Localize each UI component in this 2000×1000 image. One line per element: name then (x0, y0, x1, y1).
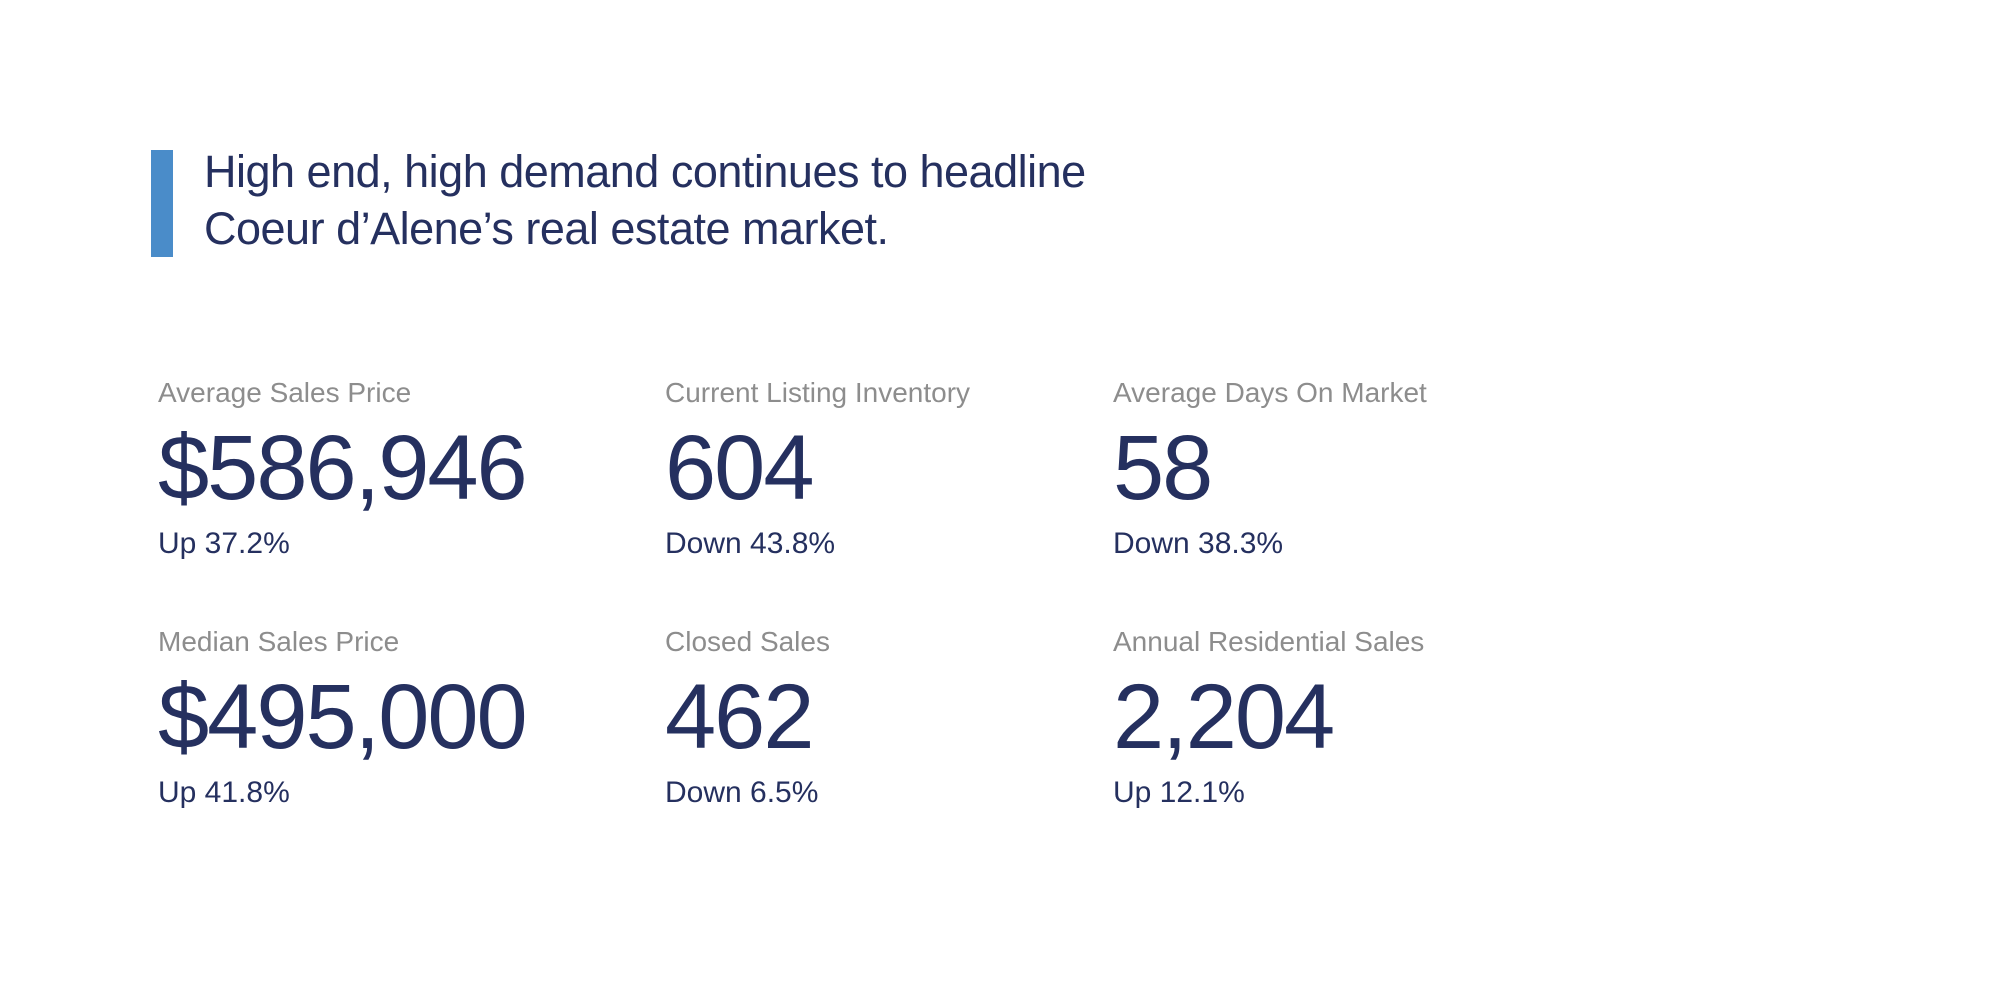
stat-change: Down 43.8% (665, 527, 836, 560)
stats-grid: Average Sales Price $586,946 Up 37.2% Cu… (158, 376, 1573, 811)
headline-accent-bar (151, 150, 173, 257)
stat-value: $586,946 (158, 417, 528, 519)
stat-label: Average Sales Price (158, 377, 412, 408)
stat-label: Annual Residential Sales (1113, 626, 1425, 657)
page-title: High end, high demand continues to headl… (204, 143, 1086, 257)
stat-change: Down 38.3% (1113, 527, 1284, 560)
stat-label: Average Days On Market (1113, 377, 1427, 408)
stat-value: 58 (1113, 417, 1213, 519)
stat-median-sales-price: Median Sales Price $495,000 Up 41.8% (158, 625, 665, 811)
stat-value: 604 (665, 417, 815, 519)
stat-value: 462 (665, 666, 815, 768)
stat-change: Down 6.5% (665, 776, 819, 809)
stat-average-sales-price: Average Sales Price $586,946 Up 37.2% (158, 376, 665, 562)
stat-change: Up 41.8% (158, 776, 290, 809)
stat-change: Up 37.2% (158, 527, 290, 560)
stat-closed-sales: Closed Sales 462 Down 6.5% (665, 625, 1113, 811)
stat-value: $495,000 (158, 666, 528, 768)
stat-label: Current Listing Inventory (665, 377, 971, 408)
page-title-line1: High end, high demand continues to headl… (204, 146, 1086, 197)
stat-value: 2,204 (1113, 666, 1335, 768)
page-title-line2: Coeur d’Alene’s real estate market. (204, 203, 889, 254)
stat-label: Closed Sales (665, 626, 830, 657)
stat-average-days-on-market: Average Days On Market 58 Down 38.3% (1113, 376, 1573, 562)
stat-label: Median Sales Price (158, 626, 400, 657)
stat-change: Up 12.1% (1113, 776, 1245, 809)
stat-current-listing-inventory: Current Listing Inventory 604 Down 43.8% (665, 376, 1113, 562)
stat-annual-residential-sales: Annual Residential Sales 2,204 Up 12.1% (1113, 625, 1573, 811)
